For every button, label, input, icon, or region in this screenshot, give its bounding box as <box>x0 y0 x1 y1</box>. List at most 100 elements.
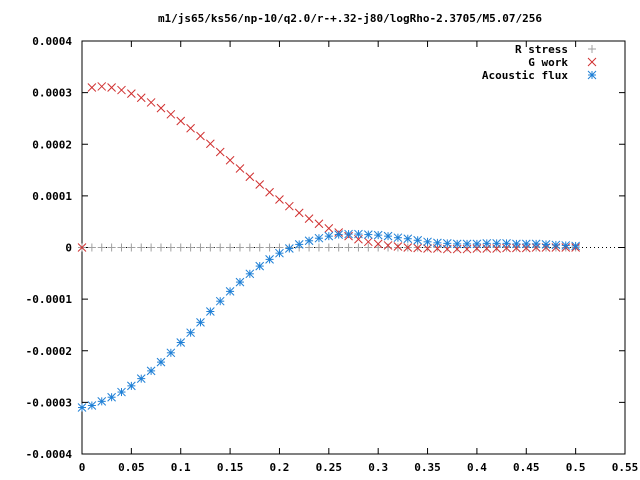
x-tick-label: 0.55 <box>612 461 639 474</box>
y-tick-label: -0.0001 <box>26 293 73 306</box>
data-point <box>305 243 314 252</box>
data-point <box>117 243 126 252</box>
data-point <box>344 229 353 239</box>
data-point <box>117 85 126 95</box>
data-point <box>512 239 521 249</box>
data-point <box>304 214 314 223</box>
data-point <box>531 239 541 249</box>
legend-label: G work <box>528 56 568 69</box>
data-point <box>97 82 107 91</box>
data-point <box>255 243 264 252</box>
data-point <box>176 243 185 252</box>
data-point <box>186 328 195 338</box>
data-point <box>472 239 482 249</box>
data-point <box>235 277 245 287</box>
y-tick-label: 0 <box>65 242 72 255</box>
x-tick-label: 0.2 <box>270 461 290 474</box>
data-point <box>541 240 551 249</box>
data-point <box>265 255 274 264</box>
data-point <box>521 243 531 253</box>
axis-ticks <box>81 40 626 455</box>
data-point <box>403 234 413 244</box>
data-point <box>452 239 462 249</box>
data-point <box>77 403 87 412</box>
data-point <box>383 241 393 250</box>
x-tick-label: 0.1 <box>171 461 191 474</box>
data-point <box>393 242 403 251</box>
data-point <box>393 243 402 252</box>
data-point <box>324 224 334 233</box>
data-point <box>265 243 274 252</box>
data-point <box>87 83 97 92</box>
x-tick-label: 0.3 <box>368 461 388 474</box>
data-point <box>284 201 294 211</box>
data-point <box>255 180 265 189</box>
data-point <box>354 229 363 239</box>
data-point <box>127 89 136 99</box>
data-point <box>373 230 383 240</box>
data-point <box>137 243 146 252</box>
y-tick-label: 0.0002 <box>32 138 72 151</box>
data-point <box>136 374 146 383</box>
data-point <box>334 243 343 252</box>
data-point <box>294 208 304 218</box>
data-point <box>324 243 333 252</box>
legend-label: Acoustic flux <box>482 69 568 82</box>
data-point <box>413 243 423 253</box>
data-point <box>166 109 176 119</box>
legend-marker <box>588 45 596 53</box>
data-point <box>265 187 274 197</box>
data-point <box>245 172 255 182</box>
data-point <box>294 240 304 249</box>
x-tick-label: 0.35 <box>414 461 441 474</box>
data-point <box>245 269 255 279</box>
data-point <box>206 243 215 252</box>
x-tick-label: 0.25 <box>316 461 343 474</box>
data-point <box>413 235 423 245</box>
data-point <box>176 116 186 126</box>
data-point <box>166 243 175 252</box>
data-point <box>196 243 205 252</box>
data-point <box>225 287 235 296</box>
data-point <box>521 239 531 249</box>
legend-marker <box>587 70 597 80</box>
data-point <box>87 243 96 252</box>
data-point <box>384 243 393 252</box>
x-tick-label: 0.45 <box>513 461 540 474</box>
data-point <box>551 240 561 250</box>
data-point <box>502 239 511 248</box>
data-point <box>403 243 413 252</box>
data-point <box>97 396 107 406</box>
x-tick-label: 0 <box>79 461 86 474</box>
data-point <box>442 239 452 248</box>
data-point <box>97 243 106 252</box>
data-point <box>314 233 324 243</box>
data-point <box>364 243 373 252</box>
data-point <box>235 164 245 173</box>
data-point <box>196 131 205 141</box>
data-point <box>186 243 195 252</box>
data-point <box>107 392 116 402</box>
data-point <box>363 230 373 239</box>
data-point <box>156 357 166 367</box>
x-tick-label: 0.4 <box>467 461 487 474</box>
data-point <box>127 243 136 252</box>
data-point <box>136 93 146 103</box>
data-point <box>304 236 314 246</box>
data-point <box>245 243 254 252</box>
data-point <box>87 401 97 410</box>
data-point <box>107 83 116 92</box>
data-point <box>393 233 403 243</box>
data-point <box>561 241 571 250</box>
data-point <box>374 243 383 252</box>
y-tick-label: 0.0001 <box>32 190 72 203</box>
data-point <box>146 366 156 376</box>
data-point <box>423 237 432 247</box>
data-point <box>77 243 87 252</box>
data-point <box>314 243 323 252</box>
data-point <box>107 243 116 252</box>
data-point <box>225 155 235 165</box>
x-tick-label: 0.05 <box>118 461 145 474</box>
